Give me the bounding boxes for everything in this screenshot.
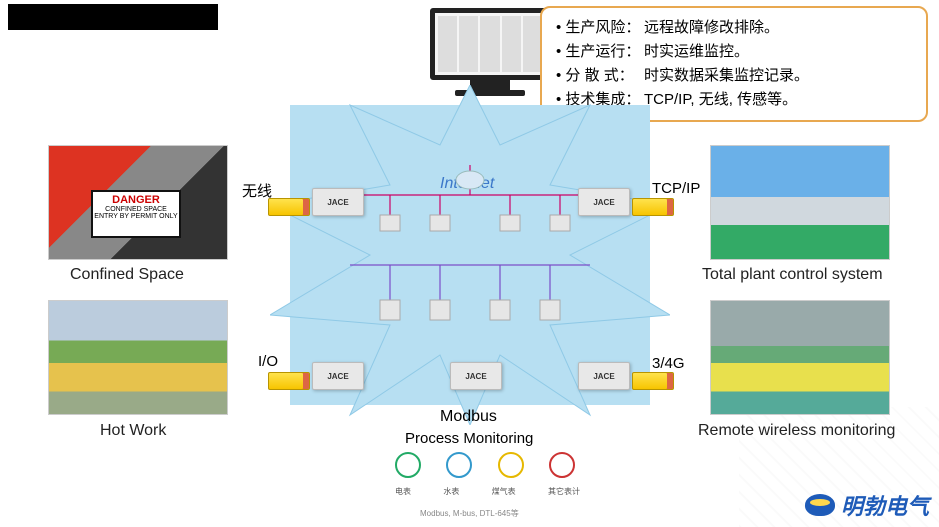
bullet-value: TCP/IP, 无线, 传感等。: [644, 88, 912, 112]
center-network-panel: Internet: [290, 105, 650, 405]
bullet-label: • 生产风险：: [556, 16, 644, 40]
modbus-label: Modbus: [440, 408, 497, 426]
meter-caption: 水表: [443, 486, 459, 497]
meter-caption: 煤气表: [492, 486, 516, 497]
meter-icon: [446, 452, 472, 478]
caption-plant-control: Total plant control system: [702, 266, 883, 284]
header-black-bar: [8, 4, 218, 30]
logo-text: 明勃电气: [841, 489, 929, 521]
connector-label-g34: 3/4G: [652, 355, 685, 372]
bullet-label: • 生产运行：: [556, 40, 644, 64]
connector-pill-io: [268, 372, 310, 390]
photo-remote-monitoring: [710, 300, 890, 415]
footnote-text: Modbus, M-bus, DTL-645等: [420, 508, 519, 519]
caption-hot-work: Hot Work: [100, 422, 166, 440]
logo-medallion-icon: [805, 494, 835, 516]
meter-icon: [395, 452, 421, 478]
caption-confined-space: Confined Space: [70, 266, 184, 284]
connector-pill-wireless: [268, 198, 310, 216]
meter-icon: [549, 452, 575, 478]
photo-plant-control: [710, 145, 890, 260]
jace-module: JACE: [450, 362, 502, 390]
connector-label-io: I/O: [258, 353, 278, 370]
photo-confined-space: DANGERCONFINED SPACE ENTRY BY PERMIT ONL…: [48, 145, 228, 260]
photo-hot-work: [48, 300, 228, 415]
connector-pill-g34: [632, 372, 674, 390]
jace-module: JACE: [312, 188, 364, 216]
meter-caption: 电表: [395, 486, 411, 497]
network-topology-icon: [330, 155, 610, 385]
meter-caption: 其它表计: [548, 486, 580, 497]
bullet-value: 时实数据采集监控记录。: [644, 64, 912, 88]
bullet-value: 远程故障修改排除。: [644, 16, 912, 40]
jace-module: JACE: [578, 362, 630, 390]
connector-label-tcpip: TCP/IP: [652, 180, 700, 197]
danger-sign-icon: DANGERCONFINED SPACE ENTRY BY PERMIT ONL…: [91, 190, 181, 238]
caption-remote-monitoring: Remote wireless monitoring: [698, 422, 895, 440]
bullet-value: 时实运维监控。: [644, 40, 912, 64]
meter-icon: [498, 452, 524, 478]
brand-logo: 明勃电气: [805, 489, 929, 521]
jace-module: JACE: [312, 362, 364, 390]
connector-pill-tcpip: [632, 198, 674, 216]
meter-captions: 电表 水表 煤气表 其它表计: [395, 486, 580, 497]
process-monitoring-label: Process Monitoring: [405, 430, 533, 447]
jace-module: JACE: [578, 188, 630, 216]
